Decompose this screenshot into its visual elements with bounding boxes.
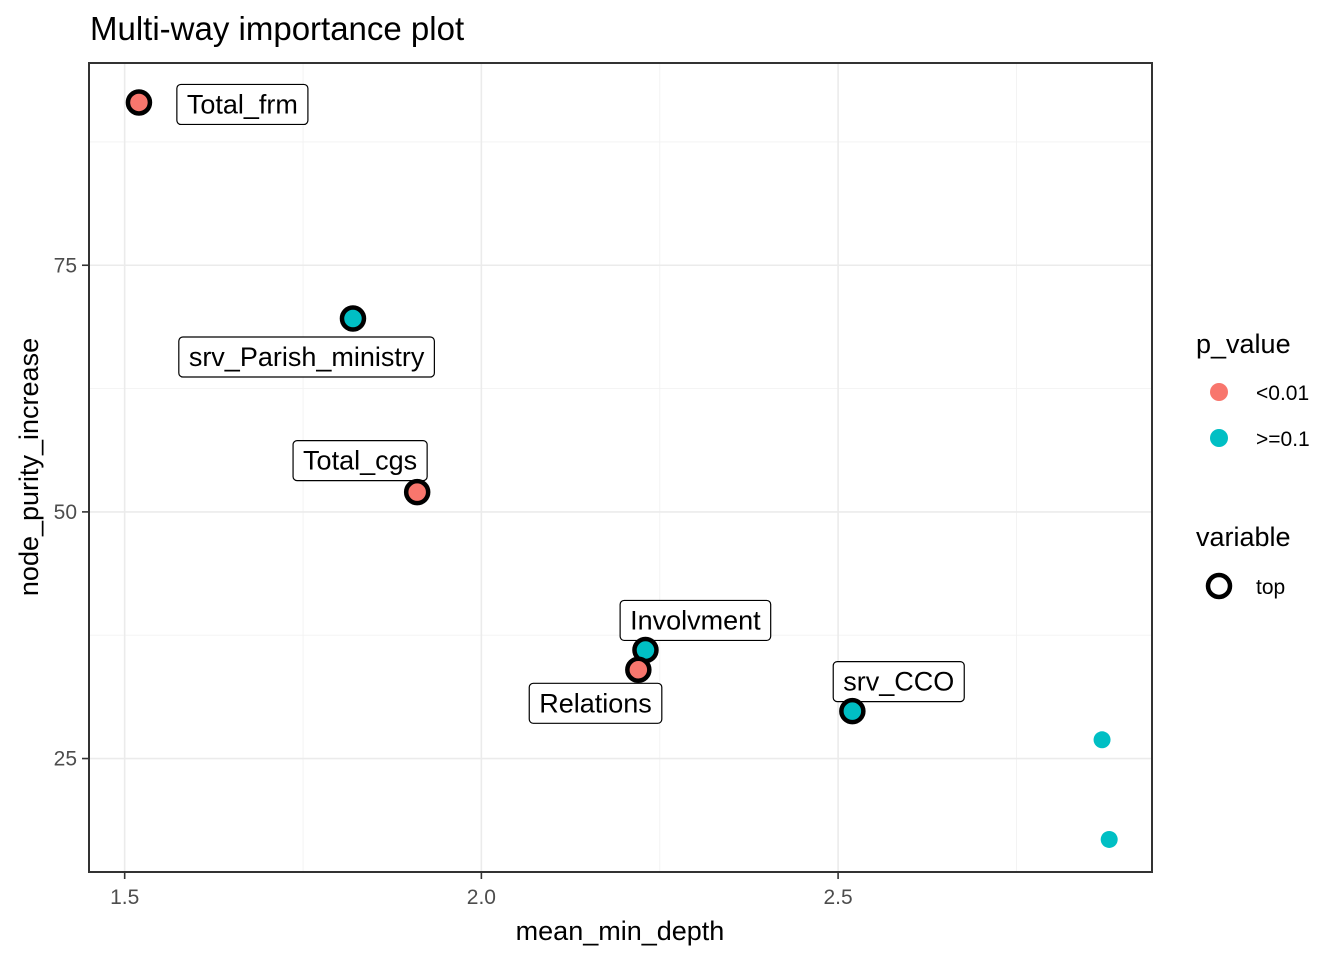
data-point	[1100, 830, 1118, 848]
point-label-text: srv_Parish_ministry	[189, 342, 425, 372]
legend-color-title: p_value	[1196, 329, 1291, 359]
data-points	[125, 89, 1118, 848]
y-tick-label: 25	[54, 748, 77, 771]
x-tick-label: 2.0	[467, 886, 496, 909]
point-label: Involvment	[619, 599, 772, 642]
chart-title: Multi-way importance plot	[90, 10, 464, 47]
axis-ticks: 1.5 2.0 2.5 25 50 75	[54, 254, 853, 909]
y-axis-title: node_purity_increase	[14, 338, 44, 596]
top-point	[839, 697, 866, 725]
point-label: Total_frm	[176, 83, 309, 126]
legend-shape-title: variable	[1196, 522, 1291, 552]
grid	[89, 63, 1152, 872]
legend-label-top: top	[1256, 576, 1285, 599]
point-label-box	[176, 83, 309, 126]
legend-label-lt001: <0.01	[1256, 382, 1309, 405]
point-label-box	[292, 439, 428, 482]
legend-key-top	[1205, 572, 1233, 600]
point-label-text: Total_cgs	[303, 446, 417, 476]
top-point	[339, 305, 367, 332]
top-point	[625, 656, 652, 683]
point-label-box	[619, 599, 772, 642]
point-label-text: srv_CCO	[843, 667, 954, 697]
data-point	[1093, 731, 1111, 749]
point-labels: Total_frm srv_Parish_ministry Total_cgs Inv…	[176, 83, 965, 724]
point-label-box	[528, 682, 663, 724]
top-point	[403, 478, 431, 506]
point-label-box	[178, 336, 435, 378]
y-tick-label: 50	[54, 501, 77, 524]
point-label: Total_cgs	[292, 439, 428, 482]
top-point	[125, 89, 153, 116]
point-label-text: Involvment	[630, 605, 761, 635]
point-label-text: Relations	[539, 688, 652, 718]
x-axis-title: mean_min_depth	[516, 916, 725, 946]
point-label: srv_CCO	[832, 660, 965, 703]
y-tick-label: 75	[54, 254, 77, 277]
x-tick-label: 2.5	[823, 886, 852, 909]
point-label-box	[832, 660, 965, 703]
point-label-text: Total_frm	[187, 89, 298, 119]
legend: p_value <0.01 >=0.1 variable top	[1196, 329, 1310, 600]
plot-panel-border	[88, 62, 1153, 873]
legend-label-ge01: >=0.1	[1256, 428, 1310, 451]
point-label: srv_Parish_ministry	[178, 336, 435, 378]
point-label: Relations	[528, 682, 663, 724]
legend-key-ge01	[1210, 429, 1228, 447]
x-tick-label: 1.5	[110, 886, 139, 909]
legend-key-lt001	[1210, 383, 1228, 401]
